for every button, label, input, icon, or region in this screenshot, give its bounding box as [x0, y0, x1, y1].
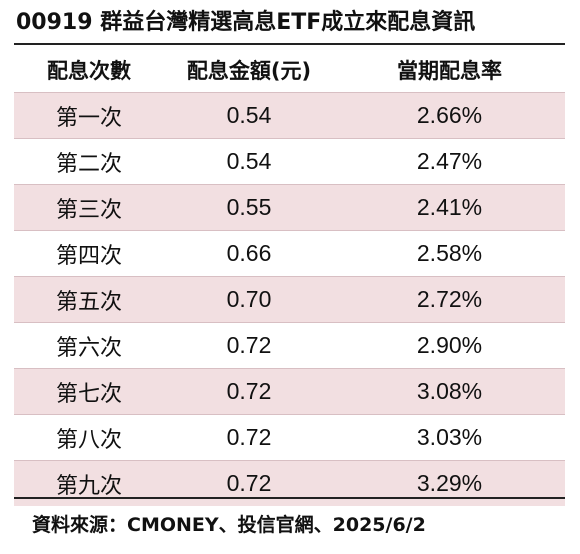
- row-label: 第九次: [14, 460, 164, 506]
- row-label: 第七次: [14, 368, 164, 415]
- table-row: 第四次 0.66 2.58%: [14, 230, 565, 277]
- row-rate: 2.72%: [334, 276, 565, 323]
- row-rate: 2.90%: [334, 322, 565, 369]
- column-header-rate: 當期配息率: [397, 59, 502, 83]
- row-label: 第三次: [14, 184, 164, 231]
- row-rate: 3.08%: [334, 368, 565, 415]
- row-rate: 3.03%: [334, 414, 565, 461]
- table-row: 第八次 0.72 3.03%: [14, 414, 565, 461]
- source-note: 資料來源：CMONEY、投信官網、2025/6/2: [32, 514, 426, 536]
- row-amount: 0.54: [164, 138, 334, 185]
- row-label: 第五次: [14, 276, 164, 323]
- dividend-table: 配息次數 配息金額(元) 當期配息率 第一次 0.54 2.66% 第二次 0.…: [14, 48, 565, 506]
- row-amount: 0.54: [164, 92, 334, 139]
- table-row: 第九次 0.72 3.29%: [14, 460, 565, 506]
- table-row: 第五次 0.70 2.72%: [14, 276, 565, 323]
- row-amount: 0.70: [164, 276, 334, 323]
- row-label: 第六次: [14, 322, 164, 369]
- row-label: 第一次: [14, 92, 164, 139]
- table-row: 第二次 0.54 2.47%: [14, 138, 565, 185]
- row-amount: 0.72: [164, 460, 334, 506]
- table-row: 第六次 0.72 2.90%: [14, 322, 565, 369]
- row-amount: 0.55: [164, 184, 334, 231]
- table-header-row: 配息次數 配息金額(元) 當期配息率: [14, 48, 565, 93]
- column-header-amount: 配息金額(元): [186, 59, 312, 83]
- top-rule: [14, 43, 565, 45]
- row-rate: 2.66%: [334, 92, 565, 139]
- row-label: 第四次: [14, 230, 164, 277]
- column-header-count: 配息次數: [47, 59, 131, 83]
- row-amount: 0.72: [164, 322, 334, 369]
- row-rate: 2.47%: [334, 138, 565, 185]
- table-row: 第七次 0.72 3.08%: [14, 368, 565, 415]
- row-rate: 2.58%: [334, 230, 565, 277]
- table-row: 第三次 0.55 2.41%: [14, 184, 565, 231]
- row-label: 第八次: [14, 414, 164, 461]
- row-amount: 0.66: [164, 230, 334, 277]
- row-rate: 3.29%: [334, 460, 565, 506]
- row-amount: 0.72: [164, 368, 334, 415]
- bottom-rule: [14, 497, 565, 499]
- row-rate: 2.41%: [334, 184, 565, 231]
- page-title: 00919 群益台灣精選高息ETF成立來配息資訊: [16, 10, 476, 35]
- row-label: 第二次: [14, 138, 164, 185]
- row-amount: 0.72: [164, 414, 334, 461]
- table-row: 第一次 0.54 2.66%: [14, 92, 565, 139]
